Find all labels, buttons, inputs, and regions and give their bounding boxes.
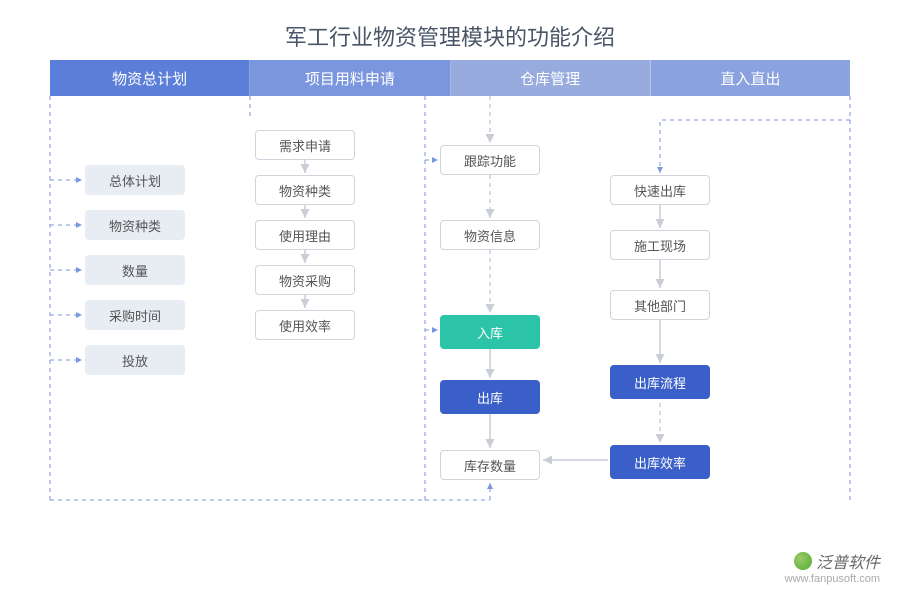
header-col4: 直入直出 xyxy=(651,60,850,96)
watermark-brand: 泛普软件 xyxy=(794,549,880,573)
node-入库: 入库 xyxy=(440,315,540,349)
node-采购时间: 采购时间 xyxy=(85,300,185,330)
header-col2: 项目用料申请 xyxy=(250,60,450,96)
watermark-brand-text: 泛普软件 xyxy=(816,549,880,573)
node-物资信息: 物资信息 xyxy=(440,220,540,250)
node-使用效率: 使用效率 xyxy=(255,310,355,340)
node-库存数量: 库存数量 xyxy=(440,450,540,480)
watermark: 泛普软件 www.fanpusoft.com xyxy=(785,549,880,585)
node-物资种类1: 物资种类 xyxy=(85,210,185,240)
node-其他部门: 其他部门 xyxy=(610,290,710,320)
header-row: 物资总计划 项目用料申请 仓库管理 直入直出 xyxy=(50,60,850,96)
node-使用理由: 使用理由 xyxy=(255,220,355,250)
header-col3: 仓库管理 xyxy=(451,60,651,96)
logo-icon xyxy=(794,552,812,570)
page-title: 军工行业物资管理模块的功能介绍 xyxy=(0,0,900,52)
node-需求申请: 需求申请 xyxy=(255,130,355,160)
header-col1: 物资总计划 xyxy=(50,60,250,96)
node-施工现场: 施工现场 xyxy=(610,230,710,260)
node-物资种类2: 物资种类 xyxy=(255,175,355,205)
node-出库效率: 出库效率 xyxy=(610,445,710,479)
node-投放: 投放 xyxy=(85,345,185,375)
node-出库: 出库 xyxy=(440,380,540,414)
node-物资采购: 物资采购 xyxy=(255,265,355,295)
node-总体计划: 总体计划 xyxy=(85,165,185,195)
node-跟踪功能: 跟踪功能 xyxy=(440,145,540,175)
node-快速出库: 快速出库 xyxy=(610,175,710,205)
node-出库流程: 出库流程 xyxy=(610,365,710,399)
watermark-url: www.fanpusoft.com xyxy=(785,573,880,585)
node-数量: 数量 xyxy=(85,255,185,285)
